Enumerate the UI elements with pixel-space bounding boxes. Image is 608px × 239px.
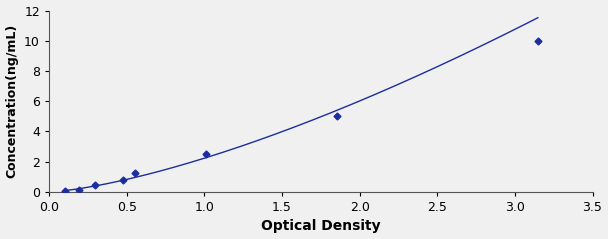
X-axis label: Optical Density: Optical Density	[261, 219, 381, 234]
Y-axis label: Concentration(ng/mL): Concentration(ng/mL)	[5, 24, 19, 178]
